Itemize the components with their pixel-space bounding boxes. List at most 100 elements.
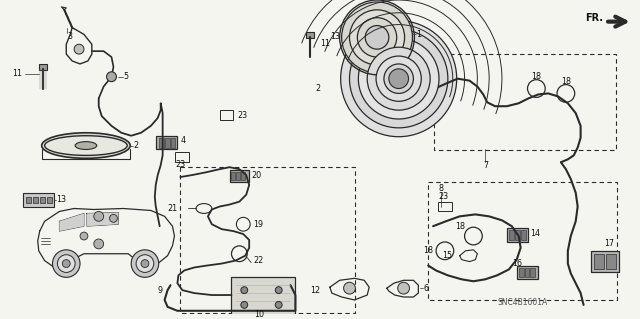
Bar: [180, 167, 355, 313]
Bar: [47, 197, 51, 203]
Circle shape: [62, 260, 70, 268]
Bar: [509, 230, 514, 240]
Text: 7: 7: [483, 161, 488, 170]
Circle shape: [94, 211, 104, 221]
Text: 19: 19: [253, 220, 263, 229]
Circle shape: [52, 250, 80, 277]
Bar: [515, 230, 520, 240]
Circle shape: [58, 255, 75, 272]
Circle shape: [365, 26, 389, 49]
Text: 4: 4: [180, 136, 186, 145]
Text: FR.: FR.: [586, 13, 604, 23]
Circle shape: [344, 282, 355, 294]
Bar: [23, 193, 54, 206]
Bar: [591, 251, 619, 272]
Bar: [428, 182, 617, 300]
Bar: [241, 172, 245, 180]
Bar: [232, 172, 236, 180]
Bar: [230, 170, 249, 182]
Text: 23: 23: [438, 192, 448, 201]
Text: 16: 16: [512, 259, 522, 268]
Circle shape: [349, 10, 404, 65]
Bar: [236, 172, 241, 180]
Text: 1: 1: [417, 30, 421, 39]
Bar: [434, 54, 616, 151]
Text: 14: 14: [531, 229, 540, 238]
Text: 23: 23: [175, 160, 186, 169]
Bar: [520, 230, 525, 240]
Circle shape: [107, 72, 116, 82]
Ellipse shape: [367, 47, 430, 110]
Circle shape: [357, 18, 397, 57]
Polygon shape: [60, 213, 84, 231]
Ellipse shape: [75, 142, 97, 150]
Text: 20: 20: [251, 171, 261, 180]
Text: 18: 18: [456, 222, 465, 231]
Ellipse shape: [391, 71, 406, 86]
Bar: [606, 254, 616, 270]
Circle shape: [241, 287, 248, 293]
Text: 11: 11: [12, 69, 22, 78]
Text: 3: 3: [67, 32, 72, 41]
Text: 5: 5: [124, 72, 129, 81]
Text: 13: 13: [330, 32, 340, 41]
Bar: [39, 64, 47, 70]
Text: 12: 12: [310, 286, 320, 295]
Text: 11: 11: [320, 39, 330, 48]
Text: 18: 18: [531, 72, 541, 81]
Text: 23: 23: [237, 111, 248, 120]
Text: 21: 21: [167, 204, 177, 213]
Circle shape: [80, 232, 88, 240]
Bar: [349, 34, 353, 42]
Bar: [516, 265, 538, 279]
Circle shape: [342, 2, 412, 73]
Bar: [595, 254, 604, 270]
Bar: [531, 268, 536, 277]
Text: SNC4B1601A: SNC4B1601A: [497, 298, 547, 308]
Ellipse shape: [45, 136, 127, 155]
Circle shape: [141, 260, 149, 268]
Bar: [355, 34, 358, 42]
Bar: [518, 268, 524, 277]
Bar: [26, 197, 31, 203]
Text: 6: 6: [423, 284, 428, 293]
Bar: [348, 33, 365, 44]
Polygon shape: [87, 212, 118, 226]
Circle shape: [74, 44, 84, 54]
Bar: [507, 228, 529, 242]
Text: 18: 18: [423, 246, 433, 255]
Bar: [159, 138, 164, 147]
Circle shape: [94, 239, 104, 249]
Bar: [40, 197, 45, 203]
Circle shape: [109, 214, 117, 222]
Ellipse shape: [384, 64, 413, 93]
Circle shape: [241, 301, 248, 308]
Circle shape: [275, 287, 282, 293]
Ellipse shape: [42, 133, 130, 158]
Text: 8: 8: [438, 184, 443, 193]
Bar: [175, 152, 189, 162]
Ellipse shape: [340, 21, 457, 137]
Bar: [232, 277, 296, 319]
Circle shape: [275, 301, 282, 308]
Text: 2: 2: [133, 141, 138, 150]
Text: 22: 22: [253, 256, 264, 265]
Ellipse shape: [358, 38, 439, 119]
Text: 9: 9: [157, 286, 163, 295]
Text: 17: 17: [604, 239, 614, 249]
Text: 10: 10: [254, 310, 264, 319]
Bar: [33, 197, 38, 203]
Bar: [525, 268, 529, 277]
Bar: [170, 138, 175, 147]
Bar: [156, 136, 177, 150]
Ellipse shape: [349, 29, 448, 128]
Text: 18: 18: [561, 77, 571, 86]
Bar: [359, 34, 364, 42]
Bar: [164, 138, 170, 147]
Bar: [306, 33, 314, 38]
Text: 15: 15: [442, 251, 452, 260]
Bar: [220, 110, 234, 120]
Circle shape: [389, 69, 408, 88]
Bar: [438, 202, 452, 211]
Circle shape: [397, 282, 410, 294]
